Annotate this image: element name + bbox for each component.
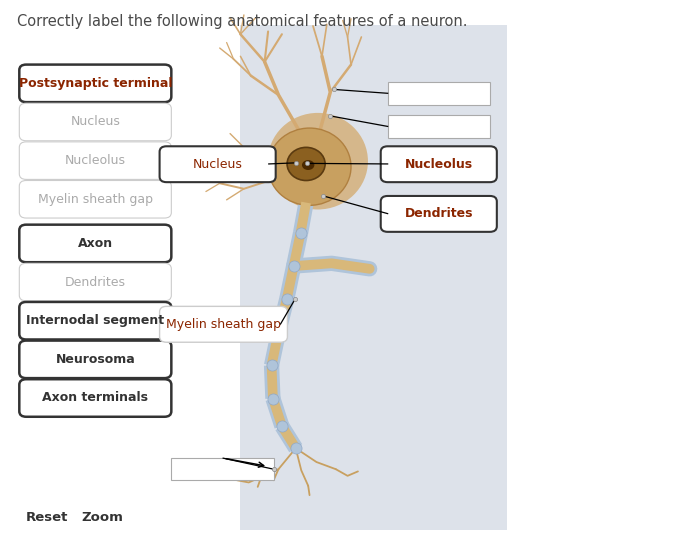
FancyBboxPatch shape xyxy=(388,115,490,138)
FancyBboxPatch shape xyxy=(20,302,172,339)
Text: Axon terminals: Axon terminals xyxy=(42,391,148,405)
FancyBboxPatch shape xyxy=(20,225,172,262)
Text: Axon: Axon xyxy=(78,237,113,250)
Text: Dendrites: Dendrites xyxy=(405,208,473,220)
Text: Reset: Reset xyxy=(26,511,69,524)
FancyBboxPatch shape xyxy=(240,25,507,530)
Text: Correctly label the following anatomical features of a neuron.: Correctly label the following anatomical… xyxy=(18,14,468,29)
Text: Postsynaptic terminal: Postsynaptic terminal xyxy=(19,77,172,90)
FancyBboxPatch shape xyxy=(20,341,172,378)
FancyBboxPatch shape xyxy=(388,82,490,105)
FancyBboxPatch shape xyxy=(381,196,497,232)
Ellipse shape xyxy=(287,147,325,181)
FancyBboxPatch shape xyxy=(20,65,172,102)
Ellipse shape xyxy=(302,160,314,170)
Text: Myelin sheath gap: Myelin sheath gap xyxy=(166,318,281,331)
Text: Nucleolus: Nucleolus xyxy=(405,158,472,171)
FancyBboxPatch shape xyxy=(160,306,288,342)
Ellipse shape xyxy=(268,128,351,205)
Text: Nucleus: Nucleus xyxy=(71,115,120,129)
FancyBboxPatch shape xyxy=(20,142,172,179)
FancyBboxPatch shape xyxy=(20,181,172,218)
Text: Dendrites: Dendrites xyxy=(65,275,126,289)
Text: Neurosoma: Neurosoma xyxy=(55,353,135,366)
Text: Nucleolus: Nucleolus xyxy=(65,154,126,167)
FancyBboxPatch shape xyxy=(172,458,274,480)
FancyBboxPatch shape xyxy=(20,263,172,301)
Text: Myelin sheath gap: Myelin sheath gap xyxy=(38,193,153,206)
FancyBboxPatch shape xyxy=(20,103,172,141)
Text: Zoom: Zoom xyxy=(81,511,123,524)
Text: Nucleus: Nucleus xyxy=(193,158,243,171)
FancyBboxPatch shape xyxy=(20,379,172,417)
Text: Internodal segment: Internodal segment xyxy=(27,314,164,327)
FancyBboxPatch shape xyxy=(160,146,276,182)
FancyBboxPatch shape xyxy=(381,146,497,182)
Ellipse shape xyxy=(267,113,368,210)
